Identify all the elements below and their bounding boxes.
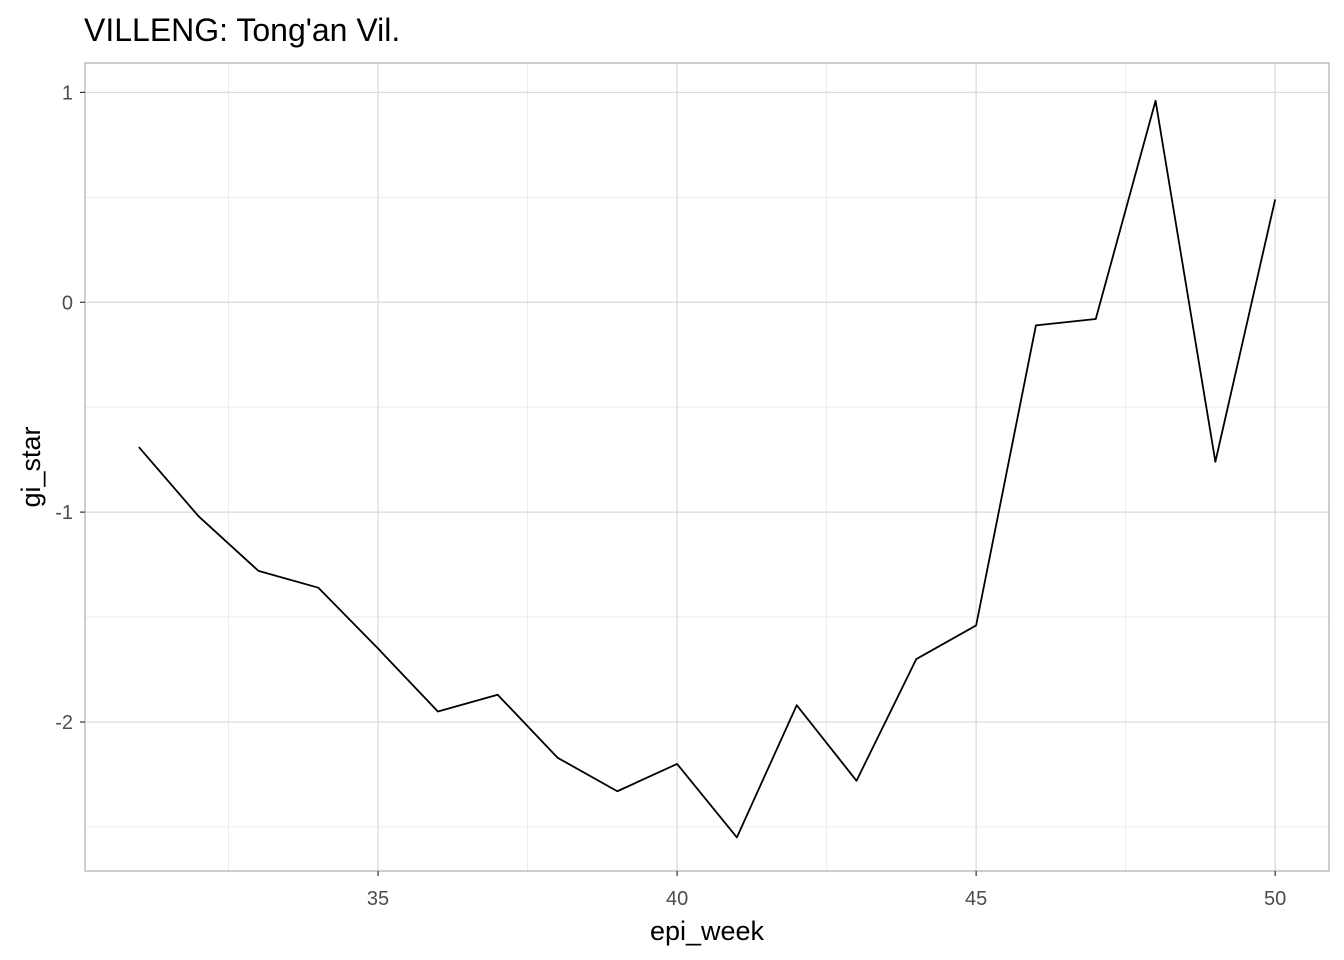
series-line <box>138 99 1277 839</box>
chart-title: VILLENG: Tong'an Vil. <box>84 12 400 48</box>
y-tick-label: -2 <box>55 712 73 734</box>
x-tick-label: 45 <box>965 888 987 910</box>
x-tick-label: 35 <box>367 888 389 910</box>
y-tick-label: -1 <box>55 502 73 524</box>
y-axis-ticks: 1 0 -1 -2 <box>55 82 85 734</box>
y-axis-title: gi_star <box>16 426 46 507</box>
y-tick-label: 0 <box>62 292 73 314</box>
x-axis-title: epi_week <box>650 916 765 946</box>
x-axis-ticks: 35 40 45 50 <box>367 871 1286 910</box>
y-tick-label: 1 <box>62 82 73 104</box>
panel-border <box>84 62 1330 872</box>
x-tick-label: 40 <box>666 888 688 910</box>
series-group <box>138 99 1277 839</box>
minor-gridlines <box>85 63 1329 871</box>
major-gridlines <box>85 63 1329 871</box>
x-tick-label: 50 <box>1264 888 1286 910</box>
